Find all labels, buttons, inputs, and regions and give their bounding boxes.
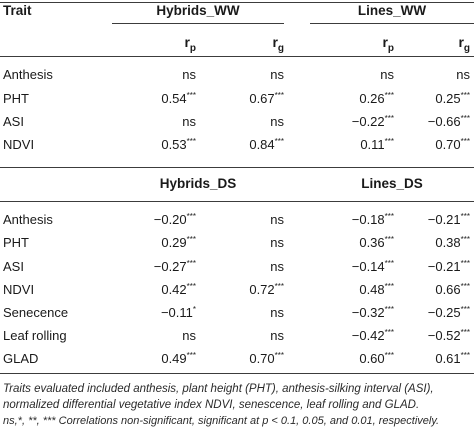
cell: −0.66*** — [427, 114, 470, 129]
group2-underline — [310, 23, 474, 24]
cell: ns — [182, 114, 196, 129]
row-label: ASI — [3, 114, 24, 129]
cell: ns — [270, 114, 284, 129]
row-label: NDVI — [3, 282, 35, 297]
cell: ns — [270, 259, 284, 274]
cell: 0.38*** — [435, 235, 470, 250]
cell: ns — [182, 67, 196, 82]
cell: 0.48*** — [359, 282, 394, 297]
group-header-lines-ds: Lines_DS — [361, 176, 423, 191]
cell: −0.22*** — [351, 114, 394, 129]
cell: ns — [270, 67, 284, 82]
cell: −0.25*** — [427, 305, 470, 320]
group-header-lines-ww: Lines_WW — [357, 3, 427, 18]
trait-column-header: Trait — [3, 3, 32, 18]
cell: ns — [182, 328, 196, 343]
cell: ns — [270, 305, 284, 320]
cell: ns — [456, 67, 470, 82]
cell: −0.21*** — [427, 259, 470, 274]
cell: 0.66*** — [435, 282, 470, 297]
cell: −0.42*** — [351, 328, 394, 343]
cell: −0.52*** — [427, 328, 470, 343]
cell: 0.11*** — [360, 137, 394, 152]
cell: −0.27*** — [153, 259, 196, 274]
rg-header-lines: rg — [458, 34, 470, 54]
cell: ns — [380, 67, 394, 82]
footnote-line-3: ns,*, **, *** Correlations non-significa… — [3, 415, 440, 427]
row-label: NDVI — [3, 137, 35, 152]
footnote-line-1: Traits evaluated included anthesis, plan… — [3, 383, 434, 395]
cell: 0.53*** — [161, 137, 196, 152]
row-label: Anthesis — [3, 212, 53, 227]
row-label: PHT — [3, 235, 29, 250]
rg-header-hybrids: rg — [272, 34, 284, 54]
bottom-rule — [0, 373, 474, 374]
cell: 0.26*** — [359, 91, 394, 106]
cell: −0.18*** — [351, 212, 394, 227]
group-header-hybrids-ww: Hybrids_WW — [156, 3, 240, 18]
cell: 0.70*** — [249, 351, 284, 366]
cell: −0.14*** — [351, 259, 394, 274]
cell: −0.21*** — [427, 212, 470, 227]
cell: 0.84*** — [249, 137, 284, 152]
row-label: Leaf rolling — [3, 328, 67, 343]
cell: 0.29*** — [161, 235, 196, 250]
row-label: Anthesis — [3, 67, 53, 82]
header-rule — [0, 56, 474, 57]
cell: 0.60*** — [359, 351, 394, 366]
row-label: GLAD — [3, 351, 39, 366]
cell: 0.72*** — [249, 282, 284, 297]
cell: ns — [270, 212, 284, 227]
cell: −0.20*** — [153, 212, 196, 227]
group1-underline — [112, 23, 284, 24]
cell: −0.11* — [160, 305, 196, 320]
row-label: PHT — [3, 91, 29, 106]
cell: 0.61*** — [435, 351, 470, 366]
cell: 0.54*** — [161, 91, 196, 106]
row-label: ASI — [3, 259, 24, 274]
cell: 0.36*** — [359, 235, 394, 250]
cell: −0.32*** — [351, 305, 394, 320]
cell: ns — [270, 235, 284, 250]
section2-header-rule — [0, 201, 474, 202]
section-divider-rule — [0, 167, 474, 168]
footnote-line-2: normalized differential vegetative index… — [3, 399, 420, 411]
cell: 0.42*** — [161, 282, 196, 297]
cell: 0.70*** — [435, 137, 470, 152]
cell: ns — [270, 328, 284, 343]
top-rule — [0, 2, 474, 3]
rp-header-hybrids: rp — [184, 34, 196, 54]
cell: 0.49*** — [161, 351, 196, 366]
rp-header-lines: rp — [382, 34, 394, 54]
row-label: Senecence — [3, 305, 69, 320]
cell: 0.25*** — [435, 91, 470, 106]
group-header-hybrids-ds: Hybrids_DS — [159, 176, 237, 191]
cell: 0.67*** — [249, 91, 284, 106]
